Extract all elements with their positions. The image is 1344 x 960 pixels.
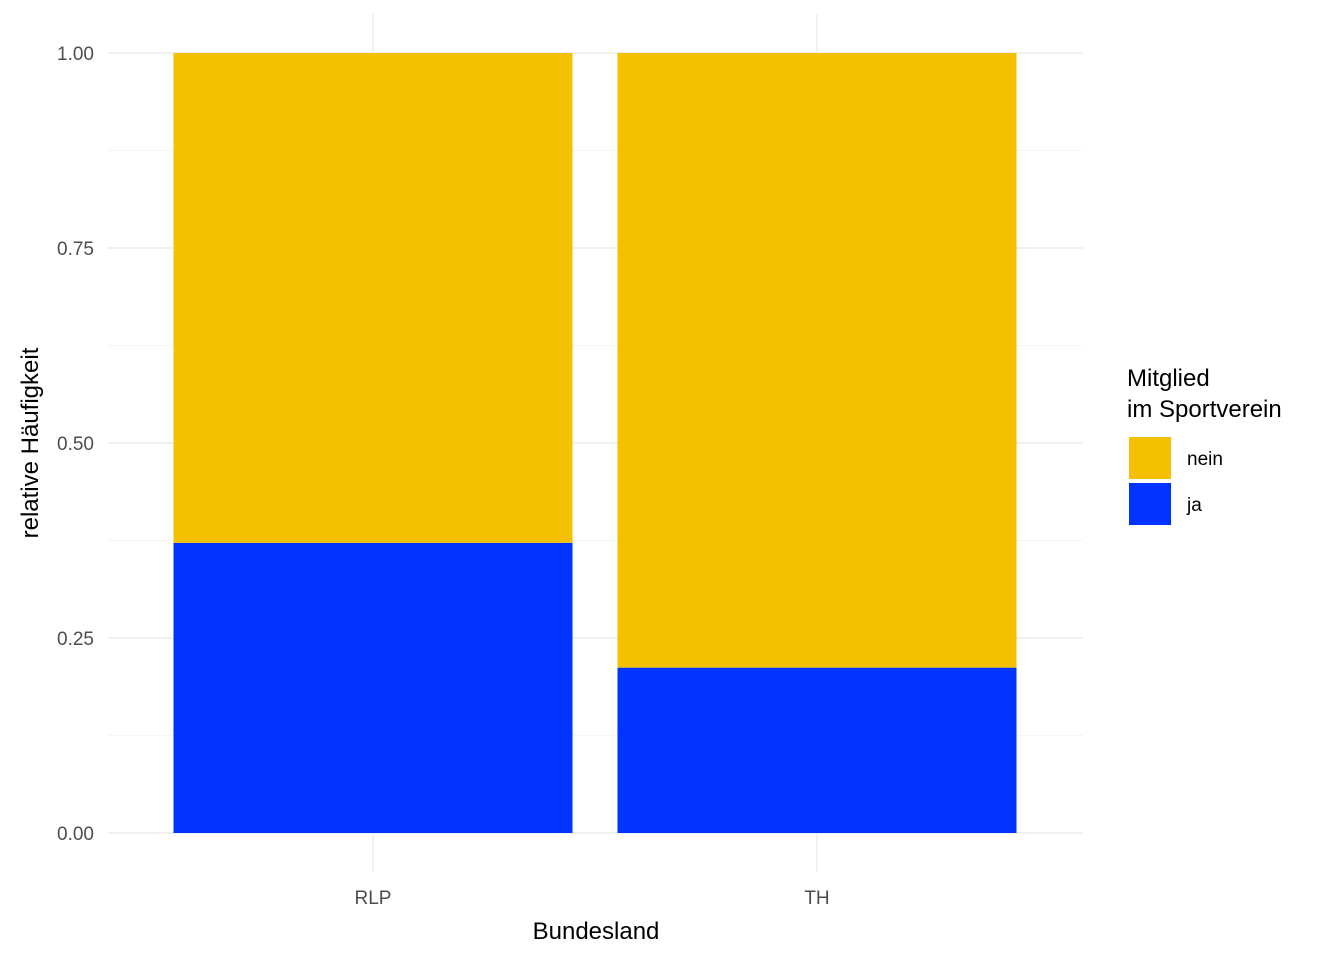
x-axis-ticks: RLP TH — [355, 888, 830, 909]
legend-entries: nein ja — [1129, 437, 1223, 525]
legend-key-ja — [1129, 483, 1171, 525]
y-axis-title: relative Häufigkeit — [17, 347, 44, 538]
y-tick-label: 0.75 — [57, 239, 94, 260]
x-tick-label: TH — [804, 888, 829, 909]
y-axis-ticks: 0.00 0.25 0.50 0.75 1.00 — [57, 44, 94, 845]
bar-rlp-ja — [173, 542, 573, 833]
legend-label-nein: nein — [1187, 449, 1223, 470]
legend-key-nein — [1129, 437, 1171, 479]
legend-title-line-2: im Sportverein — [1127, 396, 1282, 423]
bar-th-ja — [617, 667, 1017, 833]
y-tick-label: 0.00 — [57, 824, 94, 845]
bars-layer — [173, 53, 1017, 833]
bar-th-nein — [617, 53, 1017, 668]
x-axis-title: Bundesland — [533, 918, 660, 945]
bar-rlp-nein — [173, 53, 573, 543]
legend-title-line-1: Mitglied — [1127, 365, 1210, 392]
y-tick-label: 0.50 — [57, 434, 94, 455]
legend-label-ja: ja — [1186, 495, 1202, 516]
x-tick-label: RLP — [355, 888, 392, 909]
y-tick-label: 0.25 — [57, 629, 94, 650]
legend: Mitglied im Sportverein nein ja — [1127, 365, 1282, 525]
y-tick-label: 1.00 — [57, 44, 94, 65]
